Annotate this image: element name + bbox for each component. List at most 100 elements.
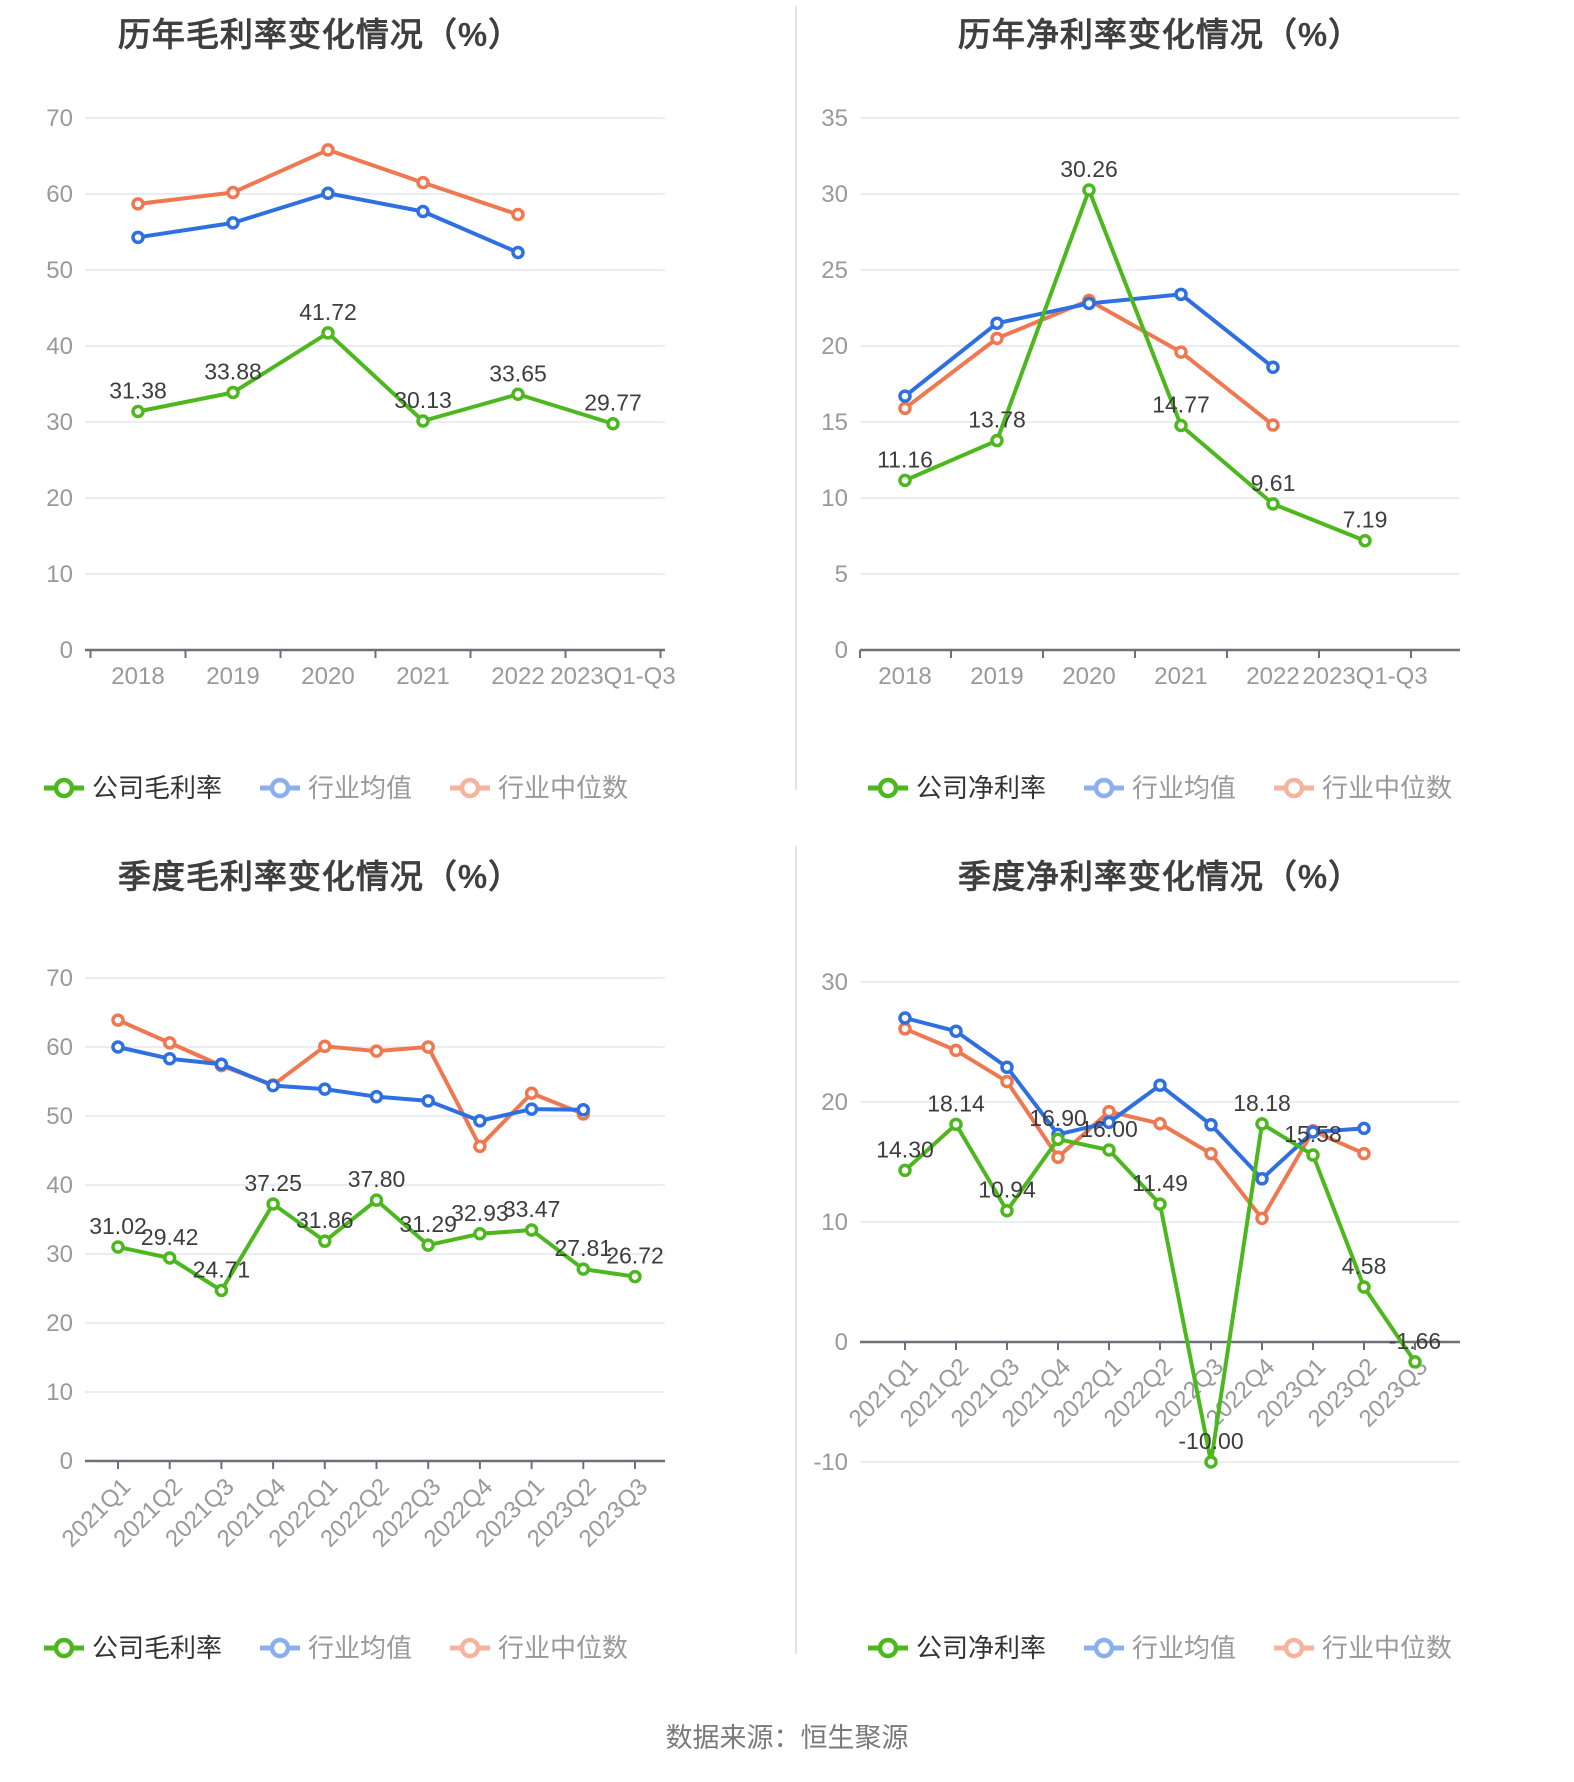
data-point-marker xyxy=(1082,296,1096,311)
legend-label: 行业中位数 xyxy=(498,773,628,803)
data-point-marker xyxy=(1306,1125,1320,1139)
data-point-marker xyxy=(111,1240,125,1254)
data-point-label: 32.93 xyxy=(451,1200,509,1226)
data-point-label: 37.80 xyxy=(348,1166,406,1192)
data-point-marker xyxy=(524,1102,539,1116)
data-point-marker xyxy=(416,414,430,428)
data-point-label: 29.42 xyxy=(141,1224,199,1250)
data-point-marker xyxy=(949,1117,963,1132)
series-company: 31.38 33.88 41.72 30.13 33.65 29.77 xyxy=(109,299,642,431)
x-axis-tick-label: 2023Q1-Q3 xyxy=(1302,663,1427,690)
legend-item-industry-avg[interactable]: 行业均值 xyxy=(1084,1633,1236,1663)
data-point-marker xyxy=(1153,1116,1167,1131)
data-point-marker xyxy=(1266,418,1280,432)
data-point-marker xyxy=(511,207,525,222)
y-axis-tick-label: 70 xyxy=(46,105,73,132)
y-axis-tick-label: 5 xyxy=(835,561,848,588)
y-axis-tick-label: 0 xyxy=(60,1448,73,1475)
data-point-label: 33.65 xyxy=(489,360,547,386)
gridlines: -10 0 10 20 30 xyxy=(813,969,1460,1476)
y-axis-tick-label: 30 xyxy=(46,409,73,436)
data-point-marker xyxy=(1255,1172,1269,1186)
data-point-marker xyxy=(949,1043,963,1058)
data-point-label: 11.16 xyxy=(877,446,933,472)
legend-item-company[interactable]: 公司毛利率 xyxy=(44,773,222,803)
legend-label: 行业中位数 xyxy=(1322,1633,1452,1663)
y-axis-tick-label: 40 xyxy=(46,333,73,360)
data-point-marker xyxy=(266,1078,280,1093)
data-point-label: 41.72 xyxy=(299,299,357,325)
y-axis-tick-label: 30 xyxy=(46,1241,73,1268)
data-point-marker xyxy=(1082,183,1096,197)
y-axis-tick-label: 70 xyxy=(46,965,73,992)
y-axis-tick-label: 0 xyxy=(60,637,73,664)
y-axis-tick-label: 20 xyxy=(46,485,73,512)
x-axis-tick-label: 2021 xyxy=(1154,663,1207,690)
data-point-marker xyxy=(990,433,1004,448)
data-point-marker xyxy=(318,1039,332,1054)
series-industry-avg xyxy=(131,186,525,260)
data-point-marker xyxy=(1204,1118,1218,1132)
series-industry-median xyxy=(111,1013,591,1154)
data-point-marker xyxy=(511,245,525,260)
y-axis-tick-label: 10 xyxy=(821,1209,848,1236)
legend: 公司净利率 行业均值 行业中位数 xyxy=(868,773,1452,803)
data-point-marker xyxy=(576,1262,591,1276)
legend-item-industry-avg[interactable]: 行业均值 xyxy=(260,1633,412,1663)
data-point-marker xyxy=(421,1238,435,1252)
data-point-label: 29.77 xyxy=(584,390,642,416)
data-point-label: 37.25 xyxy=(244,1170,302,1196)
legend-label: 行业均值 xyxy=(308,773,412,803)
data-point-label: 24.71 xyxy=(193,1257,251,1283)
data-point-marker xyxy=(1306,1148,1320,1162)
legend: 公司净利率 行业均值 行业中位数 xyxy=(868,1633,1452,1663)
legend-item-industry-avg[interactable]: 行业均值 xyxy=(260,773,412,803)
chart-title-annual-net-margin: 历年净利率变化情况（%） xyxy=(957,16,1363,53)
legend-marker xyxy=(1084,1637,1124,1659)
data-point-marker xyxy=(990,331,1004,346)
series-industry-median xyxy=(131,143,525,222)
data-point-marker xyxy=(606,416,620,431)
y-axis-tick-label: 10 xyxy=(821,485,848,512)
data-point-label: 16.00 xyxy=(1080,1116,1138,1142)
data-point-marker xyxy=(898,1011,912,1025)
data-point-marker xyxy=(369,1089,384,1104)
x-axis-tick-label: 2022 xyxy=(1246,663,1299,690)
x-axis-tick-label: 2021 xyxy=(396,663,449,690)
data-point-label: 16.90 xyxy=(1029,1105,1087,1131)
chart-panel-1: 0 5 10 15 20 25 30 35 2018 2019 2020 2021 2022 2023Q1… xyxy=(821,105,1460,803)
legend-label: 行业均值 xyxy=(1132,773,1236,803)
legend-item-industry-avg[interactable]: 行业均值 xyxy=(1084,773,1236,803)
data-point-marker xyxy=(321,186,335,200)
data-point-marker xyxy=(1153,1197,1167,1211)
data-point-label: 14.30 xyxy=(876,1136,934,1162)
data-point-marker xyxy=(473,1227,487,1241)
series-company: 11.16 13.78 30.26 14.77 9.61 7.19 xyxy=(877,156,1387,548)
legend-item-company[interactable]: 公司毛利率 xyxy=(44,1633,222,1663)
legend-item-industry-median[interactable]: 行业中位数 xyxy=(1274,773,1452,803)
x-axis xyxy=(859,648,1460,658)
legend-label: 公司毛利率 xyxy=(92,773,222,803)
y-axis-tick-label: 30 xyxy=(821,969,848,996)
legend-item-industry-median[interactable]: 行业中位数 xyxy=(1274,1633,1452,1663)
data-point-marker xyxy=(1174,287,1188,302)
x-axis-tick-label: 2018 xyxy=(878,663,931,690)
data-point-marker xyxy=(226,185,240,200)
y-axis-tick-label: 10 xyxy=(46,561,73,588)
legend-item-industry-median[interactable]: 行业中位数 xyxy=(450,773,628,803)
data-point-label: 33.88 xyxy=(204,359,262,385)
y-axis-tick-label: 0 xyxy=(835,637,848,664)
legend-item-industry-median[interactable]: 行业中位数 xyxy=(450,1633,628,1663)
x-axis-tick-label: 2020 xyxy=(1062,663,1115,690)
data-point-marker xyxy=(1174,345,1188,359)
x-axis-tick-label: 2023Q1-Q3 xyxy=(550,663,675,690)
x-axis-labels: 2018 2019 2020 2021 2022 2023Q1-Q3 xyxy=(111,663,675,690)
chart-title-annual-gross-margin: 历年毛利率变化情况（%） xyxy=(117,16,523,53)
data-point-marker xyxy=(949,1024,963,1038)
legend-item-company[interactable]: 公司净利率 xyxy=(868,1633,1046,1663)
y-axis-tick-label: -10 xyxy=(813,1449,848,1476)
legend-item-company[interactable]: 公司净利率 xyxy=(868,773,1046,803)
data-point-marker xyxy=(214,1283,229,1298)
